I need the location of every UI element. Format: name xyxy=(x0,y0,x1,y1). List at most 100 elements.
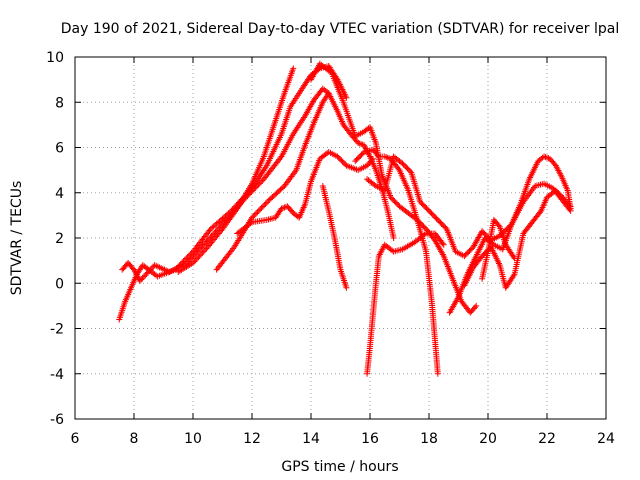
data-point xyxy=(567,203,574,210)
series-track-6 xyxy=(319,182,350,291)
data-point xyxy=(194,255,201,262)
data-point xyxy=(262,200,269,207)
data-point xyxy=(359,150,366,157)
data-point xyxy=(203,245,210,252)
series-track-5 xyxy=(234,149,376,237)
y-tick-label: 0 xyxy=(55,276,64,292)
x-tick-label: 12 xyxy=(243,431,261,447)
data-point xyxy=(473,302,480,309)
data-point xyxy=(401,162,408,169)
data-point xyxy=(198,244,205,251)
data-point xyxy=(536,209,543,216)
data-point xyxy=(439,222,446,229)
data-point xyxy=(429,211,436,218)
data-point xyxy=(335,154,342,161)
data-point xyxy=(407,168,414,175)
data-point xyxy=(256,180,263,187)
data-point xyxy=(251,211,258,218)
y-tick-label: 10 xyxy=(46,50,64,66)
data-point xyxy=(339,158,346,165)
data-point xyxy=(203,238,210,245)
data-point xyxy=(213,220,220,227)
data-point xyxy=(388,195,395,202)
data-point xyxy=(371,181,378,188)
y-tick-label: 2 xyxy=(55,231,64,247)
series-track-11 xyxy=(446,153,574,316)
data-point xyxy=(147,266,154,273)
data-point xyxy=(199,249,206,256)
data-point xyxy=(426,207,432,214)
data-point xyxy=(187,255,194,262)
data-point xyxy=(195,254,202,261)
data-point xyxy=(215,219,222,226)
data-point xyxy=(462,251,469,258)
data-point xyxy=(280,184,287,191)
series-track-3 xyxy=(175,65,297,275)
data-point xyxy=(544,154,550,161)
data-point xyxy=(253,183,260,190)
data-point xyxy=(261,202,268,209)
x-tick-label: 18 xyxy=(420,431,438,447)
data-point xyxy=(391,198,398,205)
data-point xyxy=(381,153,388,160)
data-point xyxy=(405,166,412,173)
data-point xyxy=(209,224,216,231)
x-axis-label: GPS time / hours xyxy=(281,459,398,475)
data-point xyxy=(431,213,438,220)
data-point xyxy=(442,224,449,231)
data-point xyxy=(206,235,213,242)
data-point xyxy=(354,155,361,162)
y-tick-label: 4 xyxy=(55,186,64,202)
data-point xyxy=(190,252,197,259)
data-point xyxy=(482,232,489,239)
x-tick-label: 14 xyxy=(302,431,320,447)
data-point xyxy=(197,245,204,252)
data-point xyxy=(191,258,198,265)
data-point xyxy=(216,218,223,225)
data-point xyxy=(252,184,259,191)
data-point xyxy=(254,209,261,216)
data-point xyxy=(279,205,286,212)
x-tick-label: 6 xyxy=(71,431,80,447)
data-point xyxy=(190,259,196,266)
data-point xyxy=(404,165,411,172)
data-point xyxy=(424,206,431,213)
data-point xyxy=(212,222,219,229)
chart-title: Day 190 of 2021, Sidereal Day-to-day VTE… xyxy=(61,21,619,37)
data-point xyxy=(290,65,297,72)
data-point xyxy=(204,237,211,244)
data-point xyxy=(257,206,264,213)
data-point xyxy=(420,223,427,230)
data-point xyxy=(438,220,445,227)
data-point xyxy=(419,201,426,208)
data-point xyxy=(399,160,406,167)
data-point xyxy=(258,204,265,211)
data-point xyxy=(420,202,427,209)
data-point xyxy=(282,203,289,210)
data-point xyxy=(403,164,410,171)
data-point xyxy=(433,215,440,222)
data-point xyxy=(368,157,375,164)
x-tick-label: 24 xyxy=(597,431,615,447)
data-point xyxy=(138,276,145,283)
data-point xyxy=(278,205,285,212)
data-point xyxy=(255,207,262,214)
data-point xyxy=(251,185,258,192)
data-point xyxy=(200,241,207,248)
data-point xyxy=(369,155,376,162)
data-point xyxy=(439,240,446,247)
data-point xyxy=(207,225,214,232)
y-tick-label: -4 xyxy=(50,367,64,383)
data-point xyxy=(325,90,332,97)
data-point xyxy=(148,265,155,272)
data-point xyxy=(427,209,434,216)
data-point xyxy=(196,252,203,259)
data-point xyxy=(437,219,444,226)
data-point xyxy=(195,247,202,254)
data-point xyxy=(472,304,479,311)
data-point xyxy=(357,152,364,159)
data-point xyxy=(479,253,486,260)
